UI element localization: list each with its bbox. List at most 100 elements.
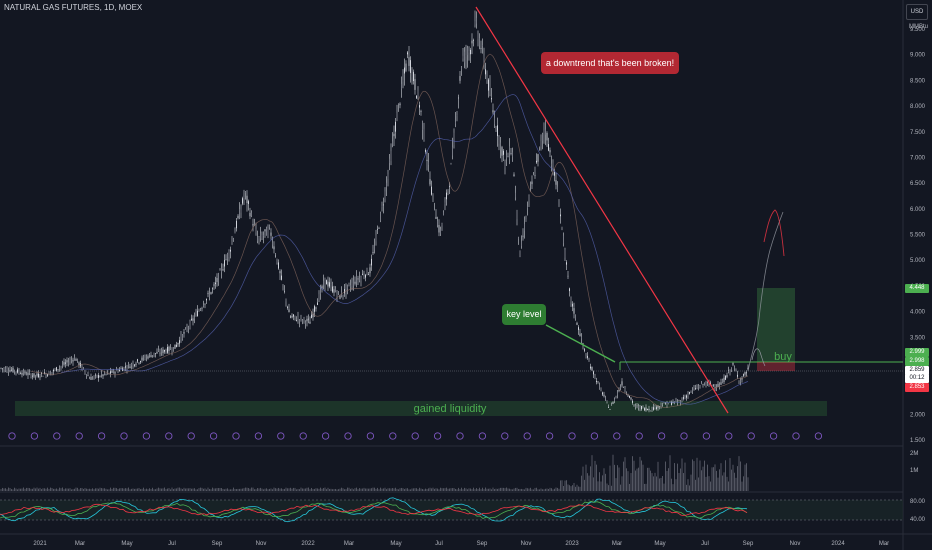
candle-body: [512, 152, 513, 157]
event-marker-icon[interactable]: [389, 432, 397, 440]
event-marker-icon[interactable]: [433, 432, 442, 440]
event-marker-icon[interactable]: [702, 432, 711, 440]
volume-bar: [197, 489, 198, 491]
event-marker-icon[interactable]: [478, 432, 487, 440]
candle-body: [411, 70, 413, 78]
time-axis-label: Sep: [743, 541, 754, 547]
event-marker-icon[interactable]: [232, 432, 240, 440]
event-marker-icon[interactable]: [120, 432, 128, 440]
event-marker-icon[interactable]: [657, 432, 666, 440]
target-zone: [757, 288, 795, 362]
event-marker-icon[interactable]: [411, 432, 419, 440]
event-marker-icon[interactable]: [545, 432, 554, 440]
candle-body: [668, 403, 669, 405]
time-axis-label: May: [654, 541, 665, 547]
event-marker-icon[interactable]: [613, 432, 621, 440]
candle-body: [224, 260, 225, 267]
candle-body: [513, 174, 515, 177]
candle-body: [68, 362, 69, 365]
candle-body: [218, 273, 219, 282]
time-axis-label: Mar: [344, 541, 354, 547]
volume-bar: [255, 489, 257, 491]
candle-body: [698, 386, 699, 388]
volume-bar: [392, 488, 393, 491]
stop-price-tag: 2.853: [905, 383, 929, 392]
event-marker-icon[interactable]: [321, 432, 330, 440]
event-marker-icon[interactable]: [769, 432, 778, 440]
event-marker-icon[interactable]: [523, 432, 531, 440]
volume-bar: [611, 485, 612, 491]
event-marker-icon[interactable]: [53, 432, 61, 440]
event-marker-icon[interactable]: [142, 432, 151, 440]
candle-body: [473, 40, 474, 41]
event-marker-icon[interactable]: [344, 432, 352, 440]
event-marker-icon[interactable]: [635, 432, 643, 440]
volume-bar: [312, 489, 314, 491]
event-markers[interactable]: [8, 432, 823, 440]
event-marker-icon[interactable]: [209, 432, 218, 440]
candle-body: [671, 402, 672, 405]
event-marker-icon[interactable]: [165, 432, 173, 440]
candle-body: [639, 406, 641, 410]
volume-bar: [398, 489, 399, 491]
candle-body: [359, 277, 360, 281]
candle-body: [99, 376, 101, 378]
volume-bar: [347, 487, 348, 491]
volume-bar: [593, 477, 594, 491]
candle-body: [285, 299, 287, 302]
candle-body: [390, 151, 392, 162]
event-marker-icon[interactable]: [254, 432, 263, 440]
volume-bar: [662, 476, 663, 491]
event-marker-icon[interactable]: [501, 432, 509, 440]
candle-body: [95, 374, 96, 376]
event-marker-icon[interactable]: [568, 432, 576, 440]
volume-bar: [305, 488, 306, 491]
volume-bar: [86, 488, 87, 491]
event-marker-icon[interactable]: [456, 432, 464, 440]
event-marker-icon[interactable]: [187, 432, 195, 440]
downtrend-note[interactable]: a downtrend that's been broken!: [541, 52, 679, 74]
volume-bar: [537, 489, 539, 491]
candle-body: [396, 112, 398, 121]
event-marker-icon[interactable]: [725, 432, 733, 440]
volume-bar: [530, 487, 531, 491]
candle-body: [504, 160, 506, 168]
candle-body: [722, 380, 723, 383]
candle-body: [219, 269, 221, 271]
key-level-note[interactable]: key level: [502, 304, 546, 325]
event-marker-icon[interactable]: [97, 432, 106, 440]
event-marker-icon[interactable]: [75, 432, 83, 440]
event-marker-icon[interactable]: [366, 432, 375, 440]
candle-body: [198, 310, 200, 312]
volume-bar: [692, 459, 693, 491]
event-marker-icon[interactable]: [299, 432, 307, 440]
event-marker-icon[interactable]: [590, 432, 599, 440]
event-marker-icon[interactable]: [814, 432, 823, 440]
candle-body: [129, 366, 131, 369]
candle-body: [572, 303, 573, 307]
volume-bar: [119, 488, 120, 491]
candle-body: [732, 363, 734, 365]
volume-bar: [480, 489, 482, 491]
symbol-title[interactable]: NATURAL GAS FUTURES, 1D, MOEX: [4, 3, 143, 12]
volume-bar: [314, 488, 315, 491]
candle-body: [93, 376, 95, 378]
event-marker-icon[interactable]: [747, 432, 755, 440]
volume-bar: [381, 488, 383, 491]
currency-button[interactable]: USD: [906, 4, 928, 20]
candle-body: [78, 362, 80, 365]
event-marker-icon[interactable]: [30, 432, 39, 440]
event-marker-icon[interactable]: [792, 432, 800, 440]
volume-bar: [266, 488, 267, 491]
volume-bar: [216, 488, 218, 491]
volume-bar: [713, 467, 714, 491]
event-marker-icon[interactable]: [680, 432, 688, 440]
candle-body: [618, 389, 620, 391]
time-axis-label: May: [390, 541, 401, 547]
volume-bar: [578, 486, 579, 491]
volume-bar: [53, 488, 54, 491]
event-marker-icon[interactable]: [277, 432, 285, 440]
volume-bar: [633, 460, 635, 491]
event-marker-icon[interactable]: [8, 432, 16, 440]
